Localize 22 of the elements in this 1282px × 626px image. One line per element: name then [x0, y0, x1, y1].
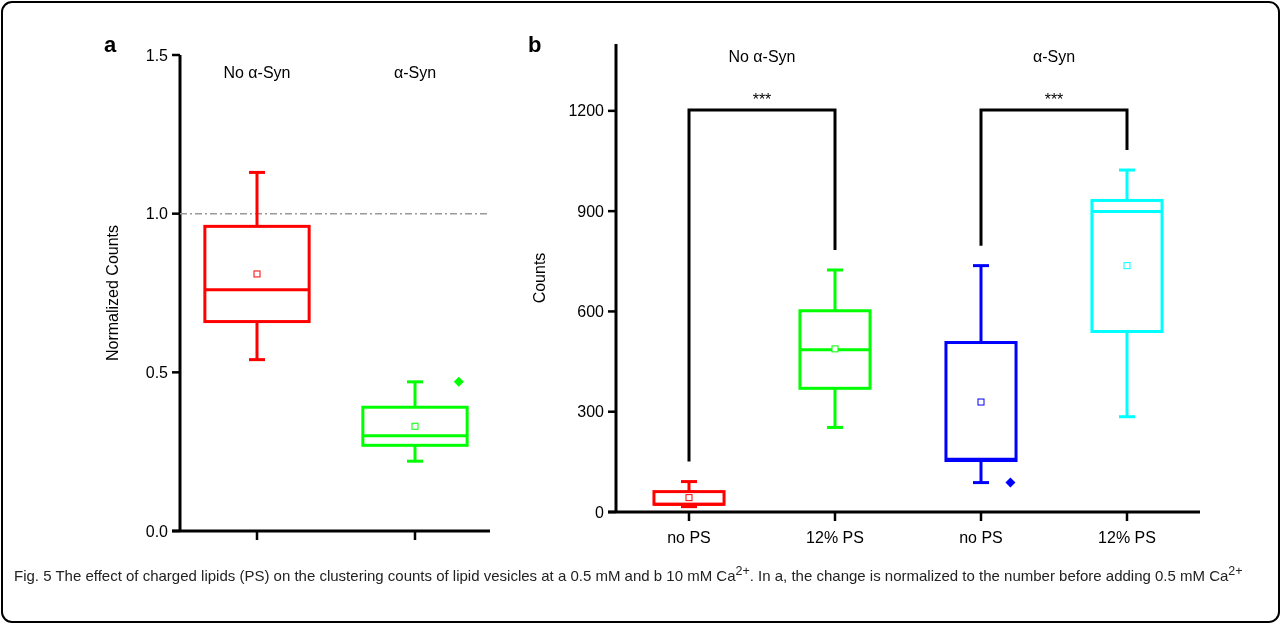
y-tick-label: 0.5 [145, 363, 169, 381]
y-tick-label: 1.0 [145, 205, 169, 223]
x-tick-label: no PS [667, 529, 711, 546]
x-tick-label: 12% PS [1098, 529, 1156, 546]
y-tick-label: 300 [577, 403, 605, 421]
y-axis-title: Counts [531, 252, 548, 304]
y-tick-label: 900 [577, 202, 605, 220]
y-tick-label: 1.5 [145, 46, 169, 64]
y-tick-label: 0.0 [145, 522, 169, 540]
y-tick-label: 1200 [568, 102, 605, 120]
x-tick-label: no PS [959, 529, 1003, 546]
chart-title: a [104, 32, 117, 57]
y-tick-label: 600 [577, 303, 605, 321]
caption: Fig. 5 The effect of charged lipids (PS) on the clustering counts of lipid vesicles at a 0.5 mM and b 10 mM Ca$^{2+}$. In a, the change is normalized to the number before adding 0.5 mM Ca$^{2+}$ [14, 563, 1244, 586]
annotation: *** [752, 91, 772, 108]
annotation: α-Syn [1032, 48, 1076, 65]
y-tick-label: 0 [595, 503, 605, 521]
x-tick-label: 12% PS [806, 529, 864, 546]
annotation: *** [1044, 91, 1064, 108]
chart-title: b [528, 32, 542, 57]
y-axis-title: Normalized Counts [104, 224, 121, 362]
annotation: No α-Syn [728, 48, 796, 65]
